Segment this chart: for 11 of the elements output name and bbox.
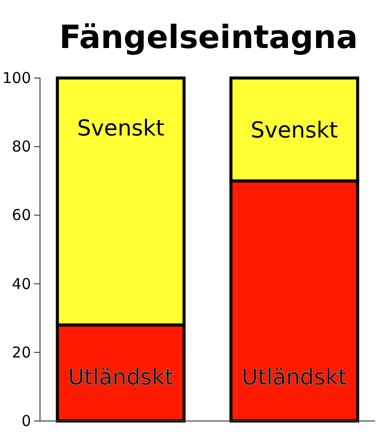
chart-title: Fängelseintagna <box>59 18 358 56</box>
y-tick-label: 20 <box>12 343 31 362</box>
y-tick-label: 80 <box>12 138 31 156</box>
y-tick-label: 40 <box>12 274 31 293</box>
text: Utländskt <box>68 365 174 390</box>
series-label: Svenskt <box>250 118 338 144</box>
series-label: Utländskt <box>242 365 348 390</box>
y-tick-label: 60 <box>12 206 31 224</box>
y-tick-label: 100 <box>2 69 31 87</box>
y-tick-label: 0 <box>21 412 31 430</box>
text: Svenskt <box>77 116 164 142</box>
